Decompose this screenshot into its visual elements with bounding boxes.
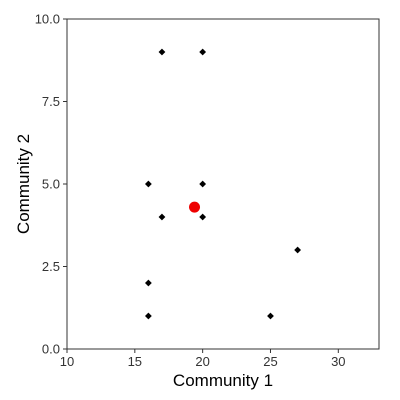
data-point [144,180,152,188]
y-axis: 0.0 2.5 5.0 7.5 10.0 [35,12,67,357]
data-point [199,213,207,221]
data-point [158,48,166,56]
x-tick-label: 30 [331,354,345,369]
data-point [144,312,152,320]
x-tick-label: 20 [195,354,209,369]
data-point [158,213,166,221]
data-point [294,246,302,254]
y-tick-label: 5.0 [42,177,60,192]
x-axis: 10 15 20 25 30 [60,349,346,369]
y-tick-label: 0.0 [42,342,60,357]
data-point [267,312,274,320]
data-point [199,48,207,56]
x-tick-label: 25 [263,354,277,369]
y-tick-label: 2.5 [42,259,60,274]
x-axis-title: Community 1 [173,371,273,390]
data-points [144,48,302,320]
x-tick-label: 10 [60,354,74,369]
data-point [144,279,152,287]
x-tick-label: 15 [128,354,142,369]
plot-panel [66,18,380,350]
y-tick-label: 7.5 [42,94,60,109]
y-axis-title: Community 2 [14,134,33,234]
mean-point [189,201,201,213]
data-point [199,180,207,188]
y-tick-label: 10.0 [35,12,60,27]
